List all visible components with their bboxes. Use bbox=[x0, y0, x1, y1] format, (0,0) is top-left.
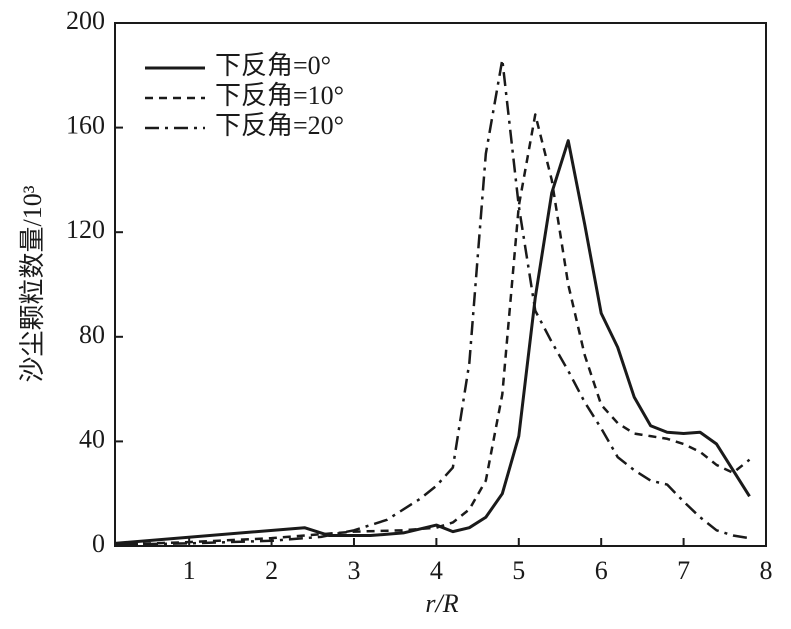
data-line bbox=[114, 113, 751, 546]
y-tick-label: 40 bbox=[79, 424, 105, 453]
data-line bbox=[114, 139, 751, 545]
data-line bbox=[114, 58, 750, 546]
legend-label: 下反角=20° bbox=[215, 111, 344, 140]
y-tick-label: 120 bbox=[66, 215, 105, 244]
x-axis-label: r/R bbox=[425, 589, 458, 618]
legend-label: 下反角=10° bbox=[215, 81, 344, 110]
x-tick-label: 3 bbox=[347, 556, 360, 585]
legend-label: 下反角=0° bbox=[215, 51, 331, 80]
y-tick-label: 0 bbox=[92, 529, 105, 558]
x-tick-label: 7 bbox=[677, 556, 690, 585]
x-tick-label: 5 bbox=[512, 556, 525, 585]
y-tick-label: 200 bbox=[66, 6, 105, 35]
x-tick-label: 6 bbox=[595, 556, 608, 585]
x-tick-label: 4 bbox=[430, 556, 443, 585]
y-axis-label: 沙尘颗粒数量/10³ bbox=[18, 185, 47, 382]
y-tick-label: 160 bbox=[66, 111, 105, 140]
y-tick-label: 80 bbox=[79, 320, 105, 349]
x-tick-label: 1 bbox=[183, 556, 196, 585]
x-tick-label: 2 bbox=[265, 556, 278, 585]
plot-frame bbox=[114, 22, 767, 547]
x-tick-label: 8 bbox=[760, 556, 773, 585]
